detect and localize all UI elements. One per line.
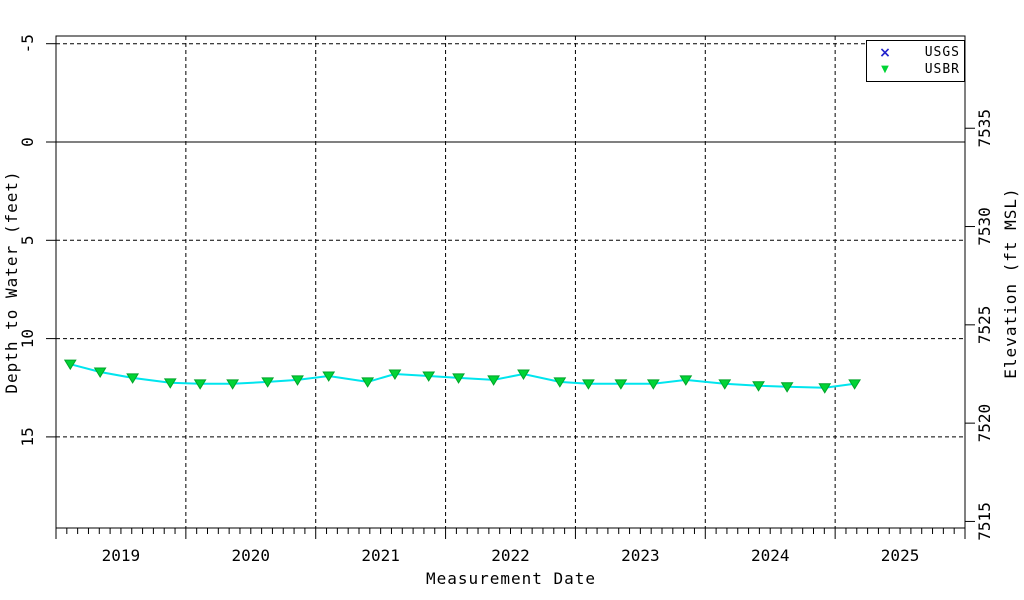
data-point-marker-usbr <box>752 381 765 392</box>
plot-border <box>55 35 966 529</box>
data-point-marker-usbr <box>422 371 436 382</box>
data-point-marker-usbr <box>452 373 465 384</box>
x-tick-label-2019: 2019 <box>102 546 141 565</box>
usbr-triangle-marker-icon: ▼ <box>881 63 889 75</box>
y-axis-title-right: Elevation (ft MSL) <box>1001 187 1020 379</box>
legend-label-usgs: USGS <box>924 45 960 60</box>
y-left-tick-label-10: 10 <box>18 329 37 348</box>
legend: × USGS ▼ USBR <box>866 40 965 82</box>
data-point-marker-usbr <box>517 369 530 380</box>
data-point-marker-usbr <box>487 375 501 386</box>
y-right-tick-label-7520: 7520 <box>975 404 994 443</box>
y-right-tick-label-7525: 7525 <box>975 306 994 345</box>
data-point-marker-usbr <box>818 383 832 394</box>
data-point-marker-usbr <box>848 379 862 390</box>
y-right-tick-label-7515: 7515 <box>975 502 994 541</box>
y-left-tick-label-15: 15 <box>18 427 37 446</box>
y-left-tick-label-0: 0 <box>18 137 37 147</box>
data-point-marker-usbr <box>322 371 336 382</box>
data-point-marker-usbr <box>261 377 275 388</box>
data-point-marker-usbr <box>553 377 567 388</box>
data-point-marker-usbr <box>226 379 239 390</box>
data-point-marker-usbr <box>388 369 402 380</box>
usgs-x-marker-icon: × <box>879 44 891 61</box>
y-left-tick-label--5: -5 <box>18 34 37 53</box>
data-point-marker-usbr <box>780 382 794 393</box>
y-left-tick-label-5: 5 <box>18 235 37 245</box>
x-tick-label-2024: 2024 <box>751 546 790 565</box>
legend-item-usbr: ▼ USBR <box>867 62 964 78</box>
data-point-marker-usbr <box>361 377 375 388</box>
x-tick-label-2023: 2023 <box>621 546 660 565</box>
data-point-marker-usbr <box>126 373 140 384</box>
y-right-tick-label-7535: 7535 <box>975 109 994 148</box>
x-tick-label-2025: 2025 <box>881 546 920 565</box>
data-point-marker-usbr <box>193 379 207 390</box>
x-tick-label-2020: 2020 <box>232 546 271 565</box>
y-axis-title-left: Depth to Water (feet) <box>2 170 21 394</box>
data-point-marker-usbr <box>93 367 107 378</box>
data-point-marker-usbr <box>679 375 693 386</box>
data-point-marker-usbr <box>163 378 177 389</box>
data-point-marker-usbr <box>646 379 660 390</box>
data-point-marker-usbr <box>291 375 304 386</box>
x-axis-title: Measurement Date <box>425 569 597 588</box>
data-point-marker-usbr <box>614 379 628 390</box>
data-point-marker-usbr <box>718 379 732 390</box>
x-tick-label-2021: 2021 <box>361 546 400 565</box>
legend-item-usgs: × USGS <box>867 45 964 61</box>
x-tick-label-2022: 2022 <box>491 546 530 565</box>
y-right-tick-label-7530: 7530 <box>975 207 994 246</box>
data-point-marker-usbr <box>582 379 595 390</box>
data-point-marker-usbr <box>63 359 77 371</box>
legend-label-usbr: USBR <box>924 62 960 77</box>
